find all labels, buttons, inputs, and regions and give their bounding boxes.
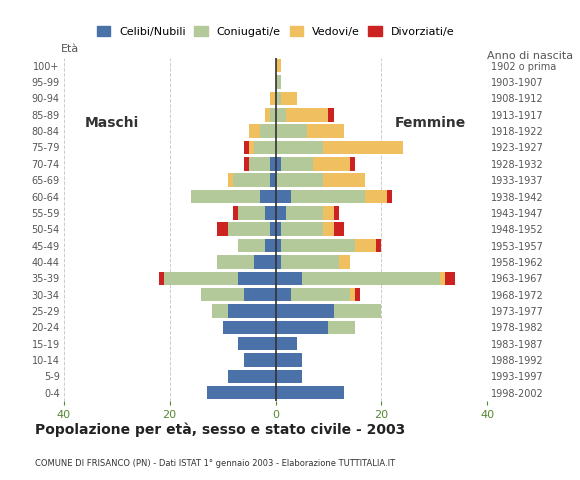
Bar: [238, 239, 265, 252]
Bar: [276, 173, 323, 187]
Bar: [265, 206, 276, 219]
Bar: [323, 223, 333, 236]
Bar: [270, 157, 276, 170]
Bar: [276, 190, 291, 203]
Bar: [254, 141, 276, 154]
Bar: [281, 223, 323, 236]
Bar: [286, 206, 323, 219]
Bar: [339, 255, 350, 269]
Bar: [307, 124, 345, 138]
Bar: [260, 124, 276, 138]
Bar: [206, 386, 276, 399]
Bar: [228, 173, 233, 187]
Bar: [164, 272, 238, 285]
Bar: [191, 190, 260, 203]
Text: Popolazione per età, sesso e stato civile - 2003: Popolazione per età, sesso e stato civil…: [35, 423, 405, 437]
Bar: [276, 206, 286, 219]
Bar: [244, 141, 249, 154]
Bar: [291, 288, 350, 301]
Bar: [223, 321, 276, 334]
Bar: [334, 206, 339, 219]
Legend: Celibi/Nubili, Coniugati/e, Vedovi/e, Divorziati/e: Celibi/Nubili, Coniugati/e, Vedovi/e, Di…: [92, 22, 459, 41]
Text: COMUNE DI FRISANCO (PN) - Dati ISTAT 1° gennaio 2003 - Elaborazione TUTTITALIA.I: COMUNE DI FRISANCO (PN) - Dati ISTAT 1° …: [35, 458, 395, 468]
Bar: [249, 124, 260, 138]
Bar: [276, 124, 307, 138]
Bar: [291, 190, 365, 203]
Bar: [276, 272, 302, 285]
Text: Femmine: Femmine: [395, 116, 466, 130]
Bar: [323, 206, 333, 219]
Bar: [445, 272, 455, 285]
Bar: [281, 239, 355, 252]
Bar: [286, 108, 328, 121]
Bar: [276, 157, 281, 170]
Bar: [276, 223, 281, 236]
Bar: [334, 304, 382, 318]
Bar: [276, 370, 302, 383]
Text: Età: Età: [61, 44, 79, 54]
Bar: [276, 304, 334, 318]
Bar: [276, 92, 281, 105]
Bar: [244, 157, 249, 170]
Bar: [270, 92, 276, 105]
Bar: [302, 272, 440, 285]
Bar: [376, 239, 382, 252]
Bar: [276, 353, 302, 367]
Bar: [218, 255, 254, 269]
Bar: [281, 255, 339, 269]
Bar: [249, 141, 254, 154]
Bar: [228, 223, 270, 236]
Y-axis label: Anno di nascita: Anno di nascita: [487, 51, 573, 61]
Bar: [355, 288, 360, 301]
Bar: [276, 288, 291, 301]
Bar: [233, 173, 270, 187]
Bar: [228, 370, 276, 383]
Bar: [270, 223, 276, 236]
Bar: [238, 206, 265, 219]
Bar: [270, 108, 276, 121]
Bar: [201, 288, 244, 301]
Bar: [440, 272, 445, 285]
Bar: [328, 108, 334, 121]
Bar: [276, 337, 297, 350]
Bar: [350, 288, 355, 301]
Bar: [281, 157, 313, 170]
Bar: [249, 157, 270, 170]
Bar: [276, 108, 286, 121]
Bar: [387, 190, 392, 203]
Bar: [276, 239, 281, 252]
Bar: [276, 255, 281, 269]
Bar: [260, 190, 276, 203]
Bar: [265, 239, 276, 252]
Bar: [254, 255, 276, 269]
Bar: [276, 75, 281, 89]
Bar: [281, 92, 297, 105]
Bar: [265, 108, 270, 121]
Bar: [238, 272, 276, 285]
Bar: [313, 157, 350, 170]
Bar: [244, 353, 276, 367]
Bar: [218, 223, 228, 236]
Bar: [244, 288, 276, 301]
Bar: [276, 386, 345, 399]
Bar: [328, 321, 355, 334]
Bar: [228, 304, 276, 318]
Bar: [323, 173, 365, 187]
Bar: [159, 272, 164, 285]
Bar: [276, 59, 281, 72]
Bar: [276, 141, 323, 154]
Bar: [212, 304, 228, 318]
Text: Maschi: Maschi: [85, 116, 139, 130]
Bar: [350, 157, 355, 170]
Bar: [365, 190, 387, 203]
Bar: [323, 141, 403, 154]
Bar: [270, 173, 276, 187]
Bar: [355, 239, 376, 252]
Bar: [233, 206, 238, 219]
Bar: [334, 223, 345, 236]
Bar: [238, 337, 276, 350]
Bar: [276, 321, 328, 334]
